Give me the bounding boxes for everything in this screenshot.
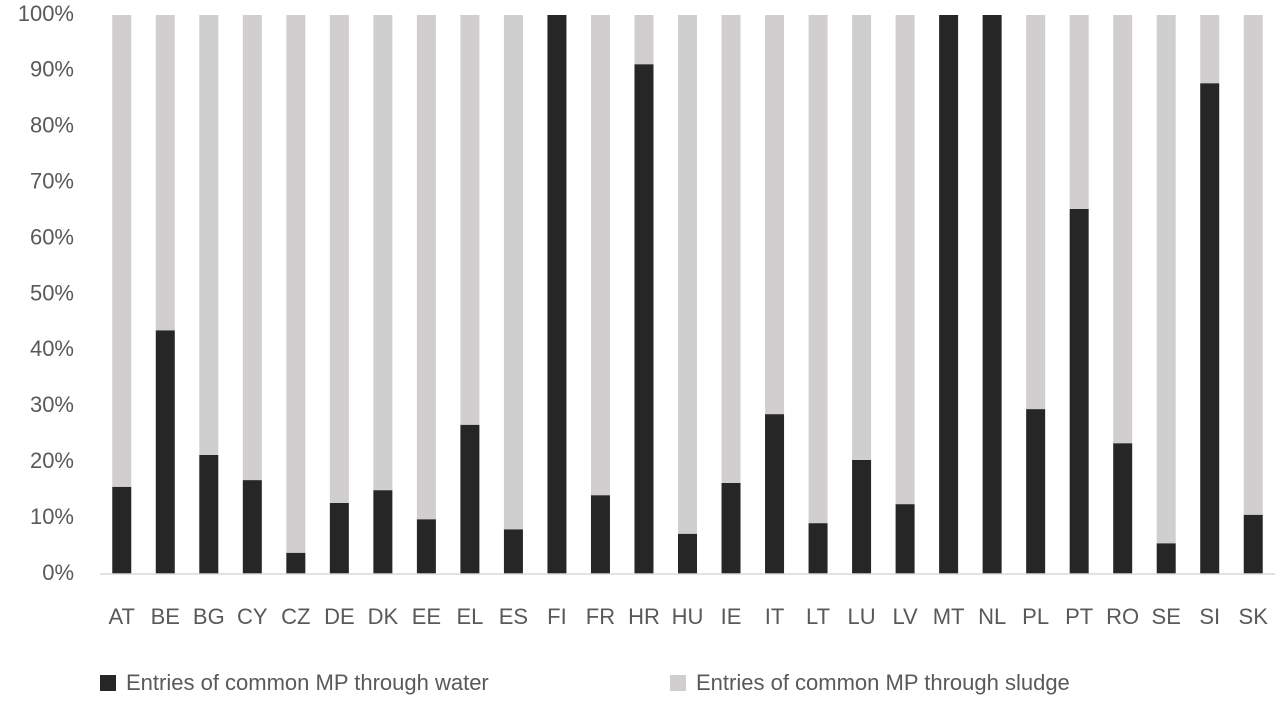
x-tick-label: SK: [1239, 604, 1269, 629]
y-tick-label: 60%: [30, 224, 74, 249]
bar-segment: [1113, 15, 1133, 444]
bar-segment: [1243, 514, 1263, 574]
bar-segment: [286, 552, 306, 574]
x-tick-label: CZ: [281, 604, 310, 629]
y-tick-label: 0%: [42, 560, 74, 585]
bar-segment: [895, 15, 915, 505]
x-tick-label: DK: [368, 604, 399, 629]
bar-segment: [765, 414, 785, 574]
bar-segment: [634, 15, 654, 65]
x-tick-label: HR: [628, 604, 660, 629]
bar-segment: [808, 523, 828, 574]
bar-segment: [547, 15, 567, 574]
y-tick-label: 20%: [30, 448, 74, 473]
legend-swatch: [100, 675, 116, 691]
bar-segment: [1243, 15, 1263, 515]
bar-segment: [112, 486, 132, 574]
bar-segment: [1200, 15, 1220, 84]
x-tick-label: LU: [848, 604, 876, 629]
x-tick-label: FI: [547, 604, 567, 629]
bar-segment: [1156, 543, 1176, 574]
bar-segment: [242, 480, 262, 574]
bar-segment: [503, 15, 523, 530]
bar-segment: [634, 64, 654, 574]
bar-segment: [721, 15, 741, 483]
x-tick-label: EE: [412, 604, 441, 629]
y-tick-label: 80%: [30, 113, 74, 138]
x-tick-label: ES: [499, 604, 528, 629]
y-tick-label: 10%: [30, 504, 74, 529]
bar-segment: [852, 459, 872, 574]
bar-segment: [1069, 15, 1089, 209]
y-tick-label: 50%: [30, 280, 74, 305]
y-tick-label: 30%: [30, 392, 74, 417]
bar-segment: [199, 15, 219, 455]
y-tick-label: 70%: [30, 169, 74, 194]
bar-segment: [112, 15, 132, 487]
x-tick-label: CY: [237, 604, 268, 629]
x-tick-label: NL: [978, 604, 1006, 629]
bar-segment: [155, 330, 175, 574]
bar-segment: [721, 482, 741, 574]
x-tick-label: SI: [1199, 604, 1220, 629]
bar-segment: [329, 503, 349, 574]
x-tick-label: RO: [1106, 604, 1139, 629]
bar-segment: [503, 529, 523, 574]
bar-segment: [765, 15, 785, 415]
bar-segment: [1026, 409, 1046, 574]
bar-segment: [939, 15, 959, 574]
x-tick-label: IE: [721, 604, 742, 629]
bar-segment: [1113, 443, 1133, 574]
bar-segment: [895, 504, 915, 574]
y-tick-label: 40%: [30, 336, 74, 361]
bar-segment: [852, 15, 872, 460]
bar-segment: [678, 15, 697, 534]
legend-swatch: [670, 675, 686, 691]
x-tick-label: SE: [1152, 604, 1181, 629]
x-tick-label: BE: [151, 604, 180, 629]
bar-segment: [808, 15, 828, 524]
bar-segment: [678, 533, 697, 574]
bar-segment: [199, 454, 219, 574]
bar-segment: [155, 15, 175, 331]
bar-segment: [982, 15, 1002, 574]
legend-label: Entries of common MP through sludge: [696, 670, 1070, 695]
bar-segment: [460, 15, 480, 425]
bar-segment: [1069, 208, 1089, 574]
x-tick-label: PL: [1022, 604, 1049, 629]
x-tick-label: FR: [586, 604, 615, 629]
x-tick-label: LV: [892, 604, 918, 629]
bar-segment: [1026, 15, 1046, 410]
bar-segment: [416, 519, 436, 574]
x-tick-label: IT: [765, 604, 785, 629]
bar-segment: [242, 15, 262, 481]
y-tick-label: 90%: [30, 57, 74, 82]
y-tick-label: 100%: [18, 1, 74, 26]
x-tick-label: HU: [672, 604, 704, 629]
x-tick-label: LT: [806, 604, 830, 629]
bar-segment: [590, 495, 610, 574]
x-tick-label: DE: [324, 604, 355, 629]
bar-segment: [329, 15, 349, 504]
bar-segment: [460, 424, 480, 574]
bar-segment: [373, 15, 393, 491]
legend-label: Entries of common MP through water: [126, 670, 489, 695]
bar-segment: [286, 15, 306, 553]
bar-segment: [373, 490, 393, 574]
x-tick-label: AT: [109, 604, 135, 629]
bar-segment: [590, 15, 610, 496]
bar-segment: [1156, 15, 1176, 544]
x-tick-label: BG: [193, 604, 225, 629]
bar-segment: [1200, 83, 1220, 574]
x-tick-label: MT: [933, 604, 965, 629]
x-tick-label: PT: [1065, 604, 1093, 629]
x-tick-label: EL: [456, 604, 483, 629]
bar-segment: [416, 15, 436, 520]
